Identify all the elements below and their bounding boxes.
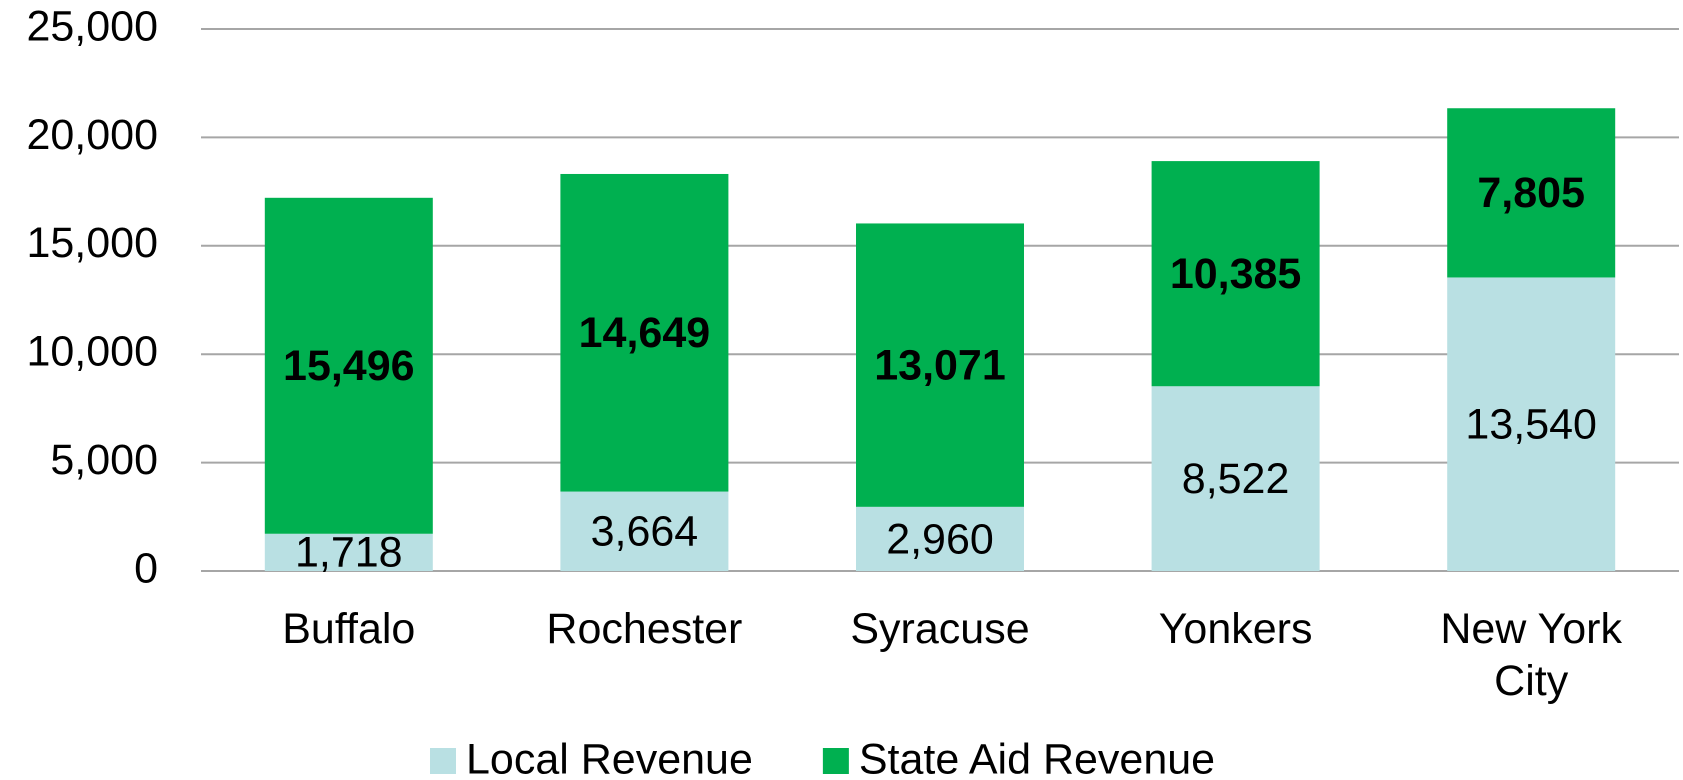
bar-segment — [560, 173, 729, 492]
y-tick-label: 15,000 — [26, 219, 158, 267]
data-label: 3,664 — [591, 508, 699, 556]
y-tick-label: 20,000 — [26, 111, 158, 159]
y-tick-label: 25,000 — [26, 2, 158, 50]
bar-segment — [560, 491, 729, 571]
x-tick-label: Yonkers — [1158, 605, 1313, 653]
x-tick-label: New York City — [1440, 605, 1623, 705]
bar-segment — [1447, 108, 1616, 278]
bar-segment — [856, 223, 1024, 507]
data-label: 2,960 — [886, 515, 994, 563]
legend-swatch — [430, 748, 456, 774]
data-label: 14,649 — [579, 309, 711, 357]
data-label: 13,071 — [874, 341, 1006, 389]
x-tick-label: Buffalo — [282, 605, 416, 653]
data-label: 10,385 — [1170, 250, 1302, 298]
legend-label: Local Revenue — [466, 735, 753, 780]
x-tick-label: Rochester — [546, 605, 743, 653]
y-tick-label: 5,000 — [50, 436, 158, 484]
data-label: 7,805 — [1477, 169, 1585, 217]
bar-segment — [264, 197, 433, 534]
y-tick-label: 10,000 — [26, 328, 158, 376]
y-tick-label: 0 — [134, 544, 158, 592]
x-tick-label: Syracuse — [850, 605, 1030, 653]
bar-segment — [264, 533, 433, 571]
bar-segment — [1151, 386, 1320, 571]
data-label: 15,496 — [283, 342, 415, 390]
data-label: 13,540 — [1465, 401, 1597, 449]
bar-segment — [1151, 161, 1320, 387]
data-label: 8,522 — [1182, 455, 1290, 503]
legend-swatch — [822, 748, 849, 774]
bar-segment — [1447, 277, 1616, 571]
bar-segment — [856, 506, 1024, 571]
data-label: 1,718 — [295, 529, 403, 577]
legend-label: State Aid Revenue — [859, 735, 1215, 780]
